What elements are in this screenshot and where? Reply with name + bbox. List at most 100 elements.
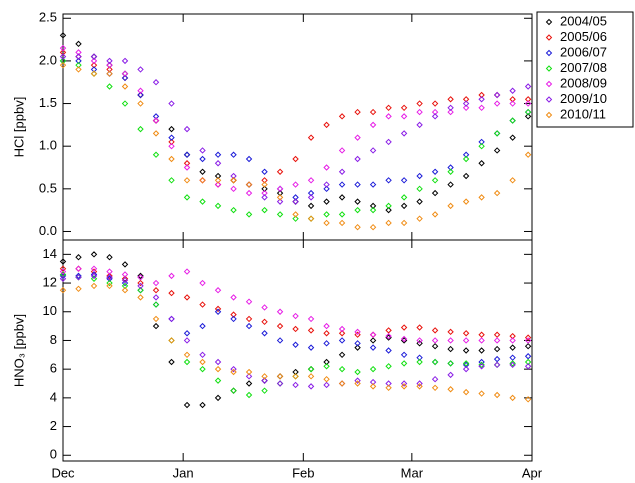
data-point	[152, 294, 160, 301]
data-point	[447, 164, 454, 171]
data-point	[183, 337, 191, 344]
data-point	[354, 224, 361, 231]
data-point	[168, 177, 175, 184]
data-point	[276, 380, 284, 387]
data-point	[338, 380, 346, 387]
data-point	[152, 79, 160, 86]
data-point	[137, 279, 144, 287]
data-point	[214, 172, 222, 180]
data-point	[106, 268, 113, 275]
data-point	[245, 181, 253, 188]
data-point	[183, 358, 191, 366]
data-point	[121, 70, 129, 77]
data-point	[121, 100, 129, 107]
x-tick-label: Apr	[522, 465, 543, 480]
data-point	[75, 53, 82, 60]
data-point	[493, 91, 501, 99]
data-point	[307, 189, 315, 197]
data-point	[168, 138, 175, 146]
legend-label: 2009/10	[560, 91, 607, 106]
data-point	[199, 177, 206, 184]
data-point	[369, 383, 377, 390]
data-point	[230, 185, 237, 193]
data-point	[168, 315, 175, 323]
data-point	[230, 365, 237, 373]
data-point	[168, 142, 175, 150]
data-point	[338, 147, 346, 154]
data-point	[183, 351, 191, 359]
data-point	[385, 104, 392, 112]
data-point	[447, 360, 454, 367]
data-point	[323, 198, 330, 205]
data-point	[152, 315, 160, 323]
data-point	[524, 337, 532, 344]
data-point	[199, 198, 206, 205]
data-point	[199, 401, 206, 409]
data-point	[478, 337, 485, 344]
data-point	[385, 113, 392, 120]
data-point	[509, 87, 516, 94]
data-point	[152, 322, 160, 330]
data-point	[292, 381, 299, 389]
data-point	[59, 287, 67, 294]
data-point	[307, 194, 315, 201]
data-point	[462, 155, 470, 163]
data-point	[462, 172, 470, 180]
data-point	[323, 211, 330, 218]
data-point	[478, 363, 485, 370]
data-point	[230, 206, 237, 214]
y-axis-label: HNO₃ [ppbv]	[11, 314, 26, 387]
data-point	[245, 373, 253, 380]
data-point	[400, 351, 408, 359]
data-point	[462, 198, 470, 205]
data-point	[75, 272, 82, 280]
data-point	[354, 181, 361, 188]
data-point	[462, 365, 470, 373]
data-point	[90, 57, 98, 65]
data-point	[59, 265, 67, 272]
data-point	[323, 322, 330, 330]
data-point	[509, 354, 516, 361]
data-point	[106, 282, 113, 290]
data-point	[385, 202, 392, 210]
y-tick-label: 0.0	[39, 223, 57, 238]
data-point	[230, 172, 237, 180]
data-point	[493, 361, 501, 369]
legend-marker	[545, 49, 553, 57]
data-point	[307, 134, 315, 141]
data-point	[214, 177, 222, 184]
data-point	[183, 164, 191, 171]
data-point	[385, 219, 392, 227]
data-point	[509, 117, 516, 124]
data-point	[199, 177, 206, 184]
data-point	[183, 125, 191, 133]
data-point	[400, 380, 408, 387]
data-point	[431, 100, 439, 107]
data-point	[245, 391, 253, 399]
legend-marker	[545, 111, 553, 119]
data-point	[292, 211, 299, 218]
legend-marker	[545, 96, 553, 103]
data-point	[292, 198, 299, 205]
data-point	[245, 189, 253, 197]
data-point	[354, 134, 361, 141]
data-point	[292, 155, 299, 163]
data-point	[354, 206, 361, 214]
y-tick-label: 1.0	[39, 138, 57, 153]
data-point	[354, 344, 361, 351]
data-point	[509, 394, 516, 402]
data-point	[493, 100, 501, 107]
data-point	[199, 177, 206, 184]
y-tick-label: 10	[43, 303, 57, 318]
data-point	[106, 70, 113, 77]
data-point	[245, 322, 253, 330]
bottom-panel-frame	[62, 239, 533, 462]
data-point	[478, 160, 485, 167]
data-point	[307, 177, 315, 184]
data-point	[75, 40, 82, 48]
legend-label: 2008/09	[560, 75, 607, 90]
data-point	[478, 347, 485, 354]
data-point	[59, 32, 67, 39]
data-point	[524, 396, 532, 403]
data-point	[276, 194, 284, 201]
